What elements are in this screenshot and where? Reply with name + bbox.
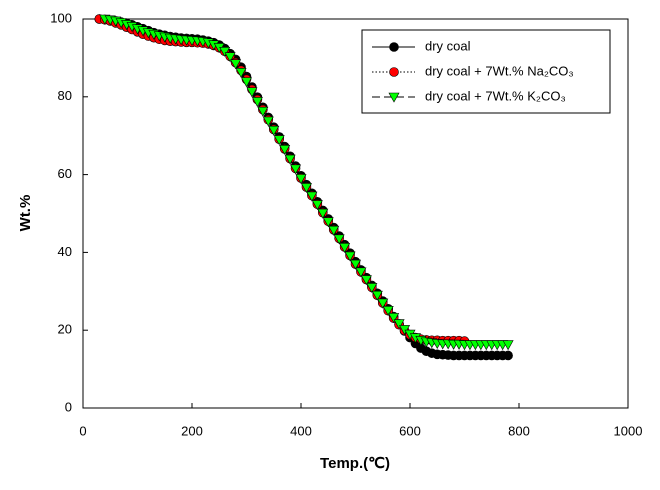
data-point [284, 154, 296, 165]
data-point [311, 200, 323, 211]
data-point [388, 313, 400, 323]
data-point [290, 164, 302, 175]
data-point [322, 217, 334, 228]
x-tick-label: 400 [290, 423, 312, 438]
data-point [262, 116, 274, 127]
data-point [317, 208, 329, 219]
y-axis-label: Wt.% [17, 195, 34, 232]
legend-label: dry coal + 7Wt.% K₂CO₃ [425, 88, 566, 103]
y-tick-label: 60 [58, 166, 72, 181]
data-point [300, 183, 312, 194]
y-tick-label: 40 [58, 244, 72, 259]
data-point [339, 243, 351, 253]
legend-marker [388, 92, 400, 103]
data-point [355, 267, 367, 278]
data-point [393, 319, 405, 330]
data-point [306, 191, 318, 202]
legend-box [361, 29, 611, 114]
x-tick-label: 0 [79, 423, 86, 438]
data-point [224, 52, 236, 63]
data-point [257, 106, 269, 117]
data-point [235, 67, 247, 78]
legend-label: dry coal + 7Wt.% Na₂CO₃ [425, 63, 574, 78]
y-tick-label: 100 [50, 10, 72, 25]
y-tick-label: 0 [65, 399, 72, 414]
data-point [360, 275, 372, 286]
x-tick-label: 200 [181, 423, 203, 438]
data-point [230, 59, 242, 70]
data-point [240, 77, 253, 88]
data-point [251, 97, 263, 108]
data-point [377, 298, 389, 309]
data-point [344, 251, 356, 262]
data-point [371, 290, 383, 301]
legend-marker [389, 67, 399, 77]
data-point [503, 350, 513, 361]
data-point [333, 234, 345, 245]
data-point [366, 283, 378, 294]
data-point [349, 259, 362, 270]
data-point [502, 340, 514, 351]
data-point [268, 125, 280, 136]
x-axis-label: Temp.(℃) [320, 455, 390, 472]
y-tick-label: 20 [58, 322, 72, 337]
data-point [382, 306, 394, 316]
x-tick-label: 1000 [614, 423, 643, 438]
data-point [295, 174, 307, 185]
legend-label: dry coal [425, 38, 471, 53]
x-tick-label: 800 [508, 423, 530, 438]
y-tick-label: 80 [58, 88, 72, 103]
legend-marker [389, 42, 399, 52]
data-point [219, 46, 231, 57]
data-point [246, 87, 258, 98]
data-point [273, 135, 285, 146]
plot-frame [82, 18, 629, 409]
x-tick-label: 600 [399, 423, 421, 438]
data-point [279, 145, 291, 155]
data-point [328, 225, 340, 236]
